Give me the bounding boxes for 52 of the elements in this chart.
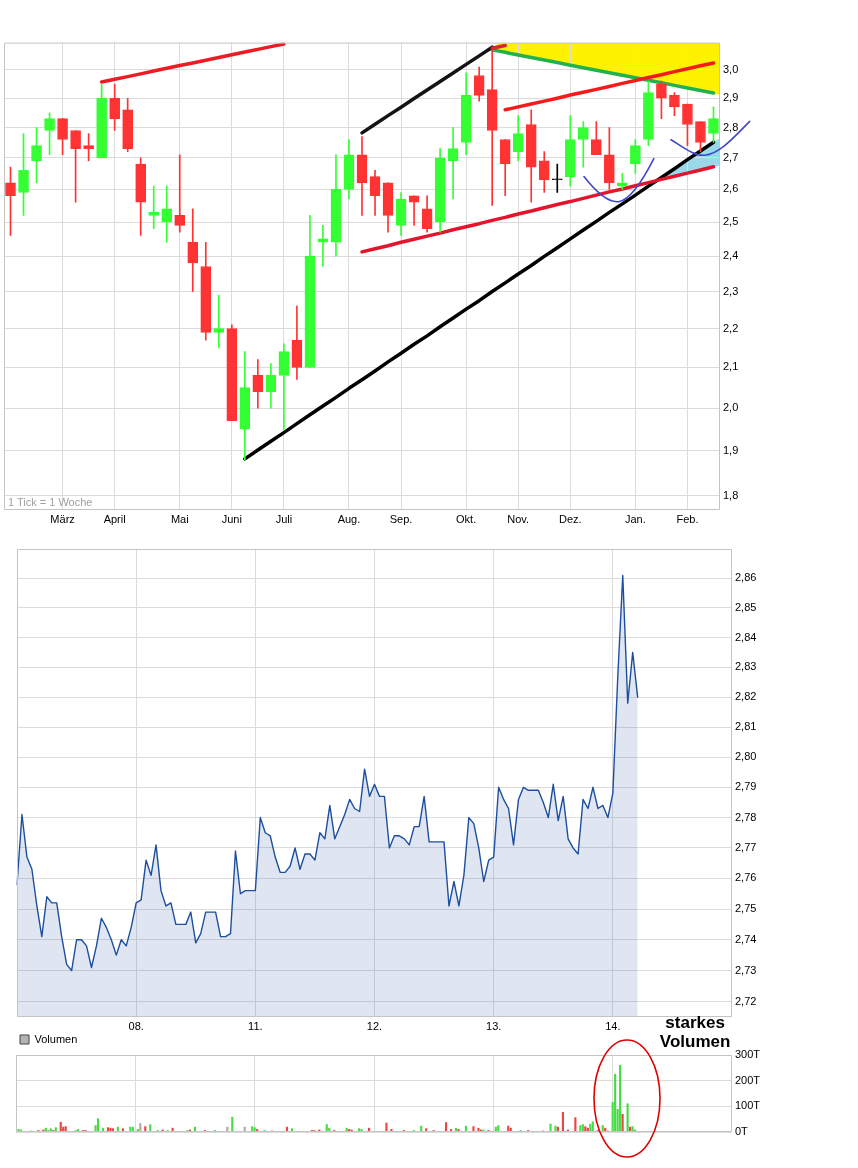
y-tick-label: 2,1 — [723, 360, 739, 373]
y-tick-label: 2,72 — [735, 994, 757, 1007]
y-tick-label: 2,81 — [735, 720, 757, 733]
y-tick-label: 2,6 — [723, 182, 739, 195]
y-tick-label: 2,9 — [723, 91, 739, 104]
y-tick-label: 2,77 — [735, 840, 757, 853]
y-tick-label: 2,2 — [723, 321, 739, 334]
y-tick-label: 2,82 — [735, 690, 757, 703]
y-tick-label: 1,9 — [723, 443, 739, 456]
y-tick-label: 2,0 — [723, 401, 739, 414]
x-tick-label: April — [103, 512, 126, 525]
x-tick-label: 12. — [366, 1019, 383, 1032]
y-tick-label: 2,76 — [735, 871, 757, 884]
y-tick-label: 2,84 — [735, 630, 757, 643]
y-tick-label: 2,78 — [735, 810, 757, 823]
y-tick-label: 2,85 — [735, 600, 757, 613]
y-tick-label: 2,75 — [735, 902, 757, 915]
y-tick-label: 200T — [735, 1073, 761, 1086]
y-tick-label: 3,0 — [723, 62, 739, 75]
y-tick-label: 2,3 — [723, 284, 739, 297]
annotation: starkes Volumen — [659, 1013, 731, 1052]
y-tick-label: 2,4 — [723, 249, 739, 262]
x-tick-label: Sep. — [389, 512, 413, 525]
x-tick-label: Juni — [221, 512, 242, 525]
x-tick-label: Okt. — [456, 512, 477, 525]
legend-label: Volumen — [34, 1032, 78, 1045]
x-tick-label: März — [50, 512, 75, 525]
y-tick-label: 2,7 — [723, 150, 739, 163]
x-tick-label: 13. — [486, 1019, 502, 1032]
x-tick-label: Jan. — [624, 512, 646, 525]
y-tick-label: 100T — [735, 1099, 761, 1112]
x-tick-label: Aug. — [337, 512, 361, 525]
y-tick-label: 2,83 — [735, 660, 757, 673]
x-tick-label: Nov. — [507, 512, 530, 525]
y-tick-label: 2,74 — [735, 932, 757, 945]
y-tick-label: 1,8 — [723, 489, 739, 502]
y-tick-label: 2,86 — [735, 571, 757, 584]
y-tick-label: 300T — [735, 1048, 761, 1061]
annotation: 1 Tick = 1 Woche — [8, 495, 93, 508]
y-tick-label: 2,5 — [723, 215, 739, 228]
x-tick-label: 08. — [128, 1019, 144, 1032]
y-tick-label: 2,8 — [723, 120, 739, 133]
x-tick-label: Juli — [275, 512, 293, 525]
x-tick-label: 14. — [605, 1019, 621, 1032]
x-tick-label: 11. — [248, 1019, 263, 1032]
y-tick-label: 0T — [735, 1125, 749, 1138]
x-tick-label: Feb. — [676, 512, 699, 525]
y-tick-label: 2,73 — [735, 963, 757, 976]
x-tick-label: Mai — [170, 512, 189, 525]
y-tick-label: 2,80 — [735, 750, 757, 763]
x-tick-label: Dez. — [558, 512, 582, 525]
y-tick-label: 2,79 — [735, 780, 757, 793]
